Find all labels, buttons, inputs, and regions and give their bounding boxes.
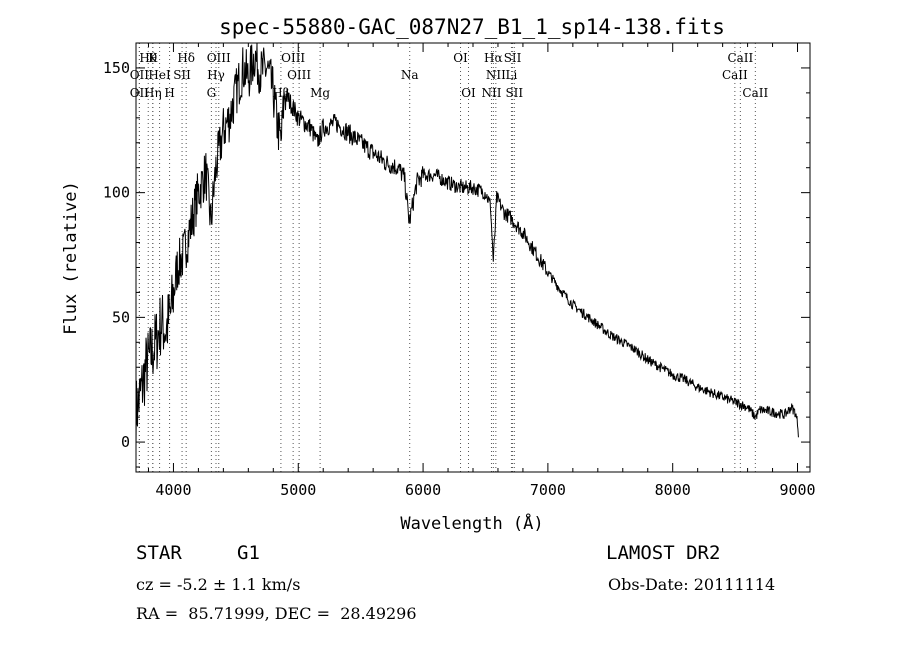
y-tick-label: 50 — [112, 308, 130, 326]
x-tick-label: 9000 — [779, 481, 815, 499]
spectral-line-label: Mg — [310, 86, 330, 100]
spectrum-line — [135, 42, 800, 448]
spectral-line-label: OIII — [281, 51, 305, 65]
y-tick-label: 150 — [103, 59, 130, 77]
spectral-line-label: Hα — [484, 51, 503, 65]
spectral-line-label: Hγ — [207, 68, 225, 82]
x-tick-label: 6000 — [405, 481, 441, 499]
spectral-line-label: OI — [461, 86, 476, 100]
survey-name: LAMOST DR2 — [606, 542, 721, 564]
spectral-line-label: H — [164, 86, 174, 100]
x-tick-label: 5000 — [280, 481, 316, 499]
x-tick-label: 7000 — [530, 481, 566, 499]
spectral-line-label: CaII — [742, 86, 768, 100]
redshift-info: cz = -5.2 ± 1.1 km/s — [136, 575, 301, 594]
spectral-line-label: NII — [486, 68, 506, 82]
spectral-line-label: CaII — [722, 68, 748, 82]
spectral-line-label: G — [207, 86, 217, 100]
x-tick-label: 8000 — [655, 481, 691, 499]
spectral-line-label: CaII — [727, 51, 753, 65]
x-axis: 4000 5000 6000 7000 8000 9000 — [147, 43, 816, 499]
x-tick-label: 4000 — [155, 481, 191, 499]
spectral-line-label: SII — [173, 68, 191, 82]
spectral-line-label: OI — [453, 51, 468, 65]
spectral-line-label: SII — [504, 51, 522, 65]
x-axis-label: Wavelength (Å) — [400, 512, 543, 534]
y-tick-label: 0 — [121, 433, 130, 451]
spectral-line-label: Hθ — [139, 51, 157, 65]
coordinates: RA = 85.71999, DEC = 28.49296 — [136, 604, 417, 623]
y-tick-label: 100 — [103, 184, 130, 202]
obs-date: Obs-Date: 20111114 — [608, 575, 776, 594]
spectral-line-label: Hδ — [177, 51, 195, 65]
spectral-line-label: OIII — [207, 51, 231, 65]
spectral-line-label: OIII — [287, 68, 311, 82]
spectral-line-label: SII — [505, 86, 523, 100]
y-axis: 0 50 100 150 — [103, 42, 810, 468]
spectral-line-label: Na — [401, 68, 419, 82]
chart-title: spec-55880-GAC_087N27_B1_1_sp14-138.fits — [219, 15, 725, 39]
spectral-line-label: NII — [481, 86, 501, 100]
subclass: G1 — [237, 542, 260, 564]
spectral-line-label: K — [148, 51, 158, 65]
object-class: STAR — [136, 542, 182, 564]
spectral-line-label: Li — [506, 68, 518, 82]
spectral-line-label: HeI — [148, 68, 171, 82]
y-axis-label: Flux (relative) — [61, 181, 81, 335]
spectral-line-label: Hη — [144, 86, 162, 100]
